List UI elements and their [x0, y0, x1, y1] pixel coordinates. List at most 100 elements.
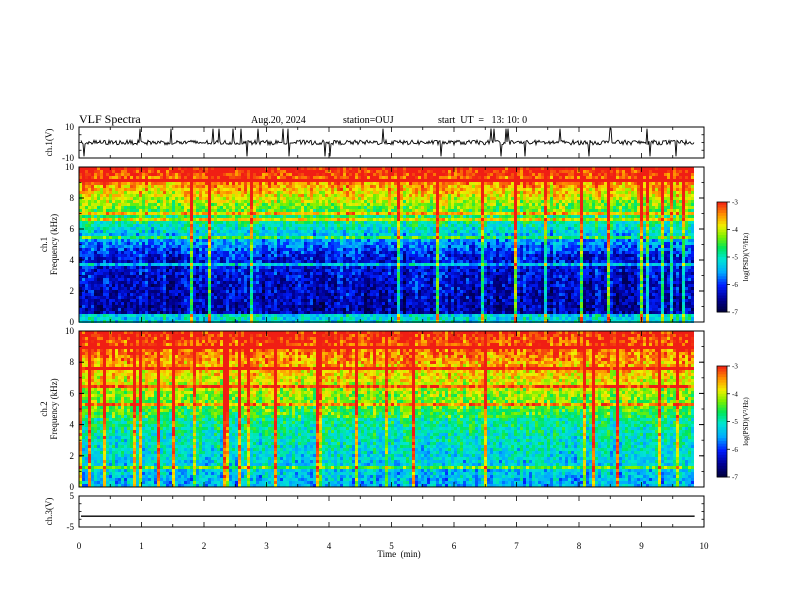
- y-tick-label: 4: [70, 255, 75, 265]
- ch1-colorbar: -3 -4 -5 -6 -7 log(PSD)(V²/Hz): [716, 199, 750, 317]
- x-tick-label: 6: [452, 541, 457, 551]
- colorbar-swatch: [717, 301, 727, 305]
- colorbar-swatch: [717, 306, 727, 310]
- colorbar-swatch: [717, 207, 727, 211]
- colorbar-swatch: [717, 366, 727, 370]
- colorbar-swatch: [717, 418, 727, 422]
- y-axis-label: ch.1Frequency (kHz): [39, 214, 59, 275]
- x-tick-label: 10: [700, 541, 710, 551]
- ch2-spectrogram-panel: 0 2 4 6 8 10 ch.2Frequency (kHz): [39, 326, 705, 492]
- colorbar-swatch: [717, 413, 727, 417]
- colorbar-swatch: [717, 204, 727, 208]
- y-tick-label: 0: [70, 317, 75, 327]
- spectrogram-cells: [79, 167, 694, 323]
- colorbar-swatch: [717, 404, 727, 409]
- colorbar-swatch: [717, 309, 727, 313]
- colorbar-swatch: [717, 468, 727, 472]
- colorbar-swatch: [717, 463, 727, 467]
- colorbar-swatch: [717, 246, 727, 250]
- colorbar-swatch: [717, 298, 727, 302]
- y-tick-label: 2: [70, 451, 75, 461]
- colorbar-swatch: [717, 435, 727, 439]
- colorbar-swatch: [717, 257, 727, 261]
- colorbar-swatch: [717, 262, 727, 266]
- colorbar-swatch: [717, 429, 727, 434]
- colorbar-swatch: [717, 421, 727, 425]
- colorbar-tick-label: -4: [732, 390, 738, 398]
- colorbar-swatch: [717, 440, 727, 445]
- colorbar-swatch: [717, 402, 727, 406]
- y-tick-label: -5: [67, 522, 75, 532]
- colorbar-swatch: [717, 287, 727, 291]
- y-tick-label: 6: [70, 224, 75, 234]
- colorbar-tick-label: -4: [732, 226, 738, 234]
- colorbar-swatch: [717, 221, 727, 225]
- y-tick-label: 10: [65, 122, 75, 132]
- time-axis: 0 1 2 3 4 5 6 7 8 9 10: [77, 541, 709, 551]
- colorbar-swatch: [717, 385, 727, 389]
- colorbar-swatch: [717, 457, 727, 461]
- y-axis-label: ch.3(V): [44, 498, 54, 526]
- y-tick-label: 2: [70, 286, 75, 296]
- colorbar-swatch: [717, 237, 727, 241]
- x-tick-label: 1: [139, 541, 144, 551]
- colorbar-swatch: [717, 290, 727, 294]
- y-tick-label: 10: [65, 162, 75, 172]
- colorbar-swatch: [717, 396, 727, 400]
- colorbar-swatch: [717, 390, 727, 395]
- y-tick-label: 8: [70, 357, 75, 367]
- colorbar-swatch: [717, 232, 727, 236]
- colorbar-swatch: [717, 410, 727, 414]
- x-tick-label: 5: [389, 541, 394, 551]
- x-axis-label: Time (min): [377, 549, 420, 559]
- colorbar-swatch: [717, 443, 727, 447]
- colorbar-swatch: [717, 374, 727, 378]
- colorbar-swatch: [717, 295, 727, 299]
- waveform-trace: [80, 128, 695, 157]
- colorbar-swatch: [717, 224, 727, 228]
- colorbar-swatch: [717, 213, 727, 217]
- ch3-waveform-panel: 5 -5 ch.3(V): [44, 491, 705, 532]
- ch1-waveform-panel: 10 -10 ch.1(V): [44, 122, 705, 163]
- colorbar-swatch: [717, 415, 727, 420]
- colorbar-swatch: [717, 471, 727, 475]
- y-tick-label: 0: [70, 482, 75, 492]
- x-tick-label: 9: [639, 541, 644, 551]
- spectrogram-cells: [79, 331, 694, 487]
- colorbar-swatch: [717, 226, 727, 230]
- y-tick-label: 8: [70, 193, 75, 203]
- colorbar-swatch: [717, 248, 727, 252]
- colorbar-swatch: [717, 243, 727, 247]
- colorbar-swatch: [717, 446, 727, 450]
- colorbar-tick-label: -3: [732, 199, 738, 207]
- colorbar-swatch: [717, 377, 727, 381]
- colorbar-swatch: [717, 388, 727, 392]
- colorbar-tick-label: -3: [732, 363, 738, 371]
- colorbar-swatch: [717, 254, 727, 258]
- colorbar-label: log(PSD)(V²/Hz): [742, 397, 750, 446]
- y-tick-label: -10: [62, 153, 74, 163]
- header-station: station=OUJ: [343, 115, 394, 126]
- y-tick-label: 6: [70, 388, 75, 398]
- colorbar-swatch: [717, 229, 727, 233]
- colorbar-swatch: [717, 215, 727, 219]
- x-tick-label: 0: [77, 541, 82, 551]
- colorbar-swatch: [717, 235, 727, 239]
- colorbar-swatch: [717, 424, 727, 428]
- y-tick-label: 5: [70, 491, 75, 501]
- header-date: Aug.20, 2024: [251, 115, 306, 126]
- colorbar-swatch: [717, 460, 727, 464]
- colorbar-swatch: [717, 371, 727, 375]
- x-tick-label: 4: [327, 541, 332, 551]
- y-axis-label: ch.1(V): [44, 129, 54, 157]
- x-tick-label: 8: [577, 541, 582, 551]
- colorbar-tick-label: -5: [732, 254, 738, 262]
- colorbar-swatch: [717, 281, 727, 285]
- colorbar-tick-label: -7: [732, 309, 738, 317]
- colorbar-swatch: [717, 399, 727, 403]
- colorbar-swatch: [717, 438, 727, 442]
- colorbar-swatch: [717, 454, 727, 459]
- x-tick-label: 2: [202, 541, 207, 551]
- colorbar-swatch: [717, 251, 727, 255]
